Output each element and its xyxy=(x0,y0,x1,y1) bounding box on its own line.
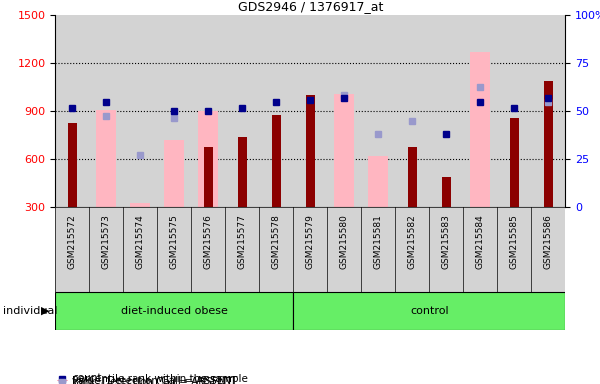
Bar xyxy=(55,15,89,207)
Text: GSM215581: GSM215581 xyxy=(374,214,383,269)
Bar xyxy=(272,114,281,255)
Bar xyxy=(123,207,157,292)
Bar xyxy=(395,207,429,292)
Text: GSM215584: GSM215584 xyxy=(476,214,485,269)
Bar xyxy=(225,15,259,207)
Bar xyxy=(395,15,429,207)
Bar xyxy=(442,177,451,255)
Text: individual: individual xyxy=(3,306,58,316)
Bar xyxy=(463,207,497,292)
Bar xyxy=(463,15,497,207)
Text: ▶: ▶ xyxy=(41,306,49,316)
Bar xyxy=(89,207,123,292)
Bar xyxy=(305,95,315,255)
Bar xyxy=(96,110,116,255)
Text: GSM215580: GSM215580 xyxy=(340,214,349,269)
Bar xyxy=(470,52,490,255)
Bar xyxy=(203,147,213,255)
Bar xyxy=(544,81,553,255)
Text: GSM215575: GSM215575 xyxy=(170,214,179,269)
Text: GSM215576: GSM215576 xyxy=(203,214,212,269)
Bar xyxy=(327,207,361,292)
Text: diet-induced obese: diet-induced obese xyxy=(121,306,227,316)
Text: count: count xyxy=(72,373,101,383)
Bar xyxy=(191,15,225,207)
Bar xyxy=(327,15,361,207)
Bar xyxy=(55,292,293,330)
Bar xyxy=(157,15,191,207)
Text: GSM215578: GSM215578 xyxy=(272,214,281,269)
Bar xyxy=(238,137,247,255)
Text: GSM215574: GSM215574 xyxy=(136,214,145,269)
Bar xyxy=(531,15,565,207)
Bar xyxy=(497,207,531,292)
Bar xyxy=(123,15,157,207)
Text: value, Detection Call = ABSENT: value, Detection Call = ABSENT xyxy=(72,376,238,384)
Bar xyxy=(191,207,225,292)
Bar xyxy=(497,15,531,207)
Text: percentile rank within the sample: percentile rank within the sample xyxy=(72,374,248,384)
Text: GSM215585: GSM215585 xyxy=(509,214,518,269)
Text: control: control xyxy=(410,306,449,316)
Text: GSM215573: GSM215573 xyxy=(101,214,110,269)
Text: GSM215586: GSM215586 xyxy=(544,214,553,269)
Bar xyxy=(225,207,259,292)
Bar xyxy=(157,207,191,292)
Text: rank, Detection Call = ABSENT: rank, Detection Call = ABSENT xyxy=(72,377,232,384)
Bar xyxy=(57,377,68,378)
Bar xyxy=(429,207,463,292)
Text: GSM215572: GSM215572 xyxy=(68,214,77,269)
Bar xyxy=(57,380,68,381)
Bar xyxy=(531,207,565,292)
Text: GSM215583: GSM215583 xyxy=(442,214,451,269)
Bar xyxy=(361,15,395,207)
Bar xyxy=(334,94,355,255)
Bar xyxy=(293,15,327,207)
Bar xyxy=(259,207,293,292)
Bar xyxy=(164,140,184,255)
Bar xyxy=(361,207,395,292)
Bar xyxy=(68,122,77,255)
Bar xyxy=(509,118,519,255)
Text: GSM215579: GSM215579 xyxy=(305,214,314,269)
Bar xyxy=(429,15,463,207)
Bar xyxy=(259,15,293,207)
Bar xyxy=(198,111,218,255)
Bar xyxy=(293,207,327,292)
Bar xyxy=(130,203,151,255)
Bar xyxy=(407,147,417,255)
Bar xyxy=(55,207,89,292)
Bar xyxy=(368,156,388,255)
Text: GSM215582: GSM215582 xyxy=(407,214,416,269)
Title: GDS2946 / 1376917_at: GDS2946 / 1376917_at xyxy=(238,0,383,13)
Text: GSM215577: GSM215577 xyxy=(238,214,247,269)
Bar xyxy=(89,15,123,207)
Bar xyxy=(293,292,565,330)
